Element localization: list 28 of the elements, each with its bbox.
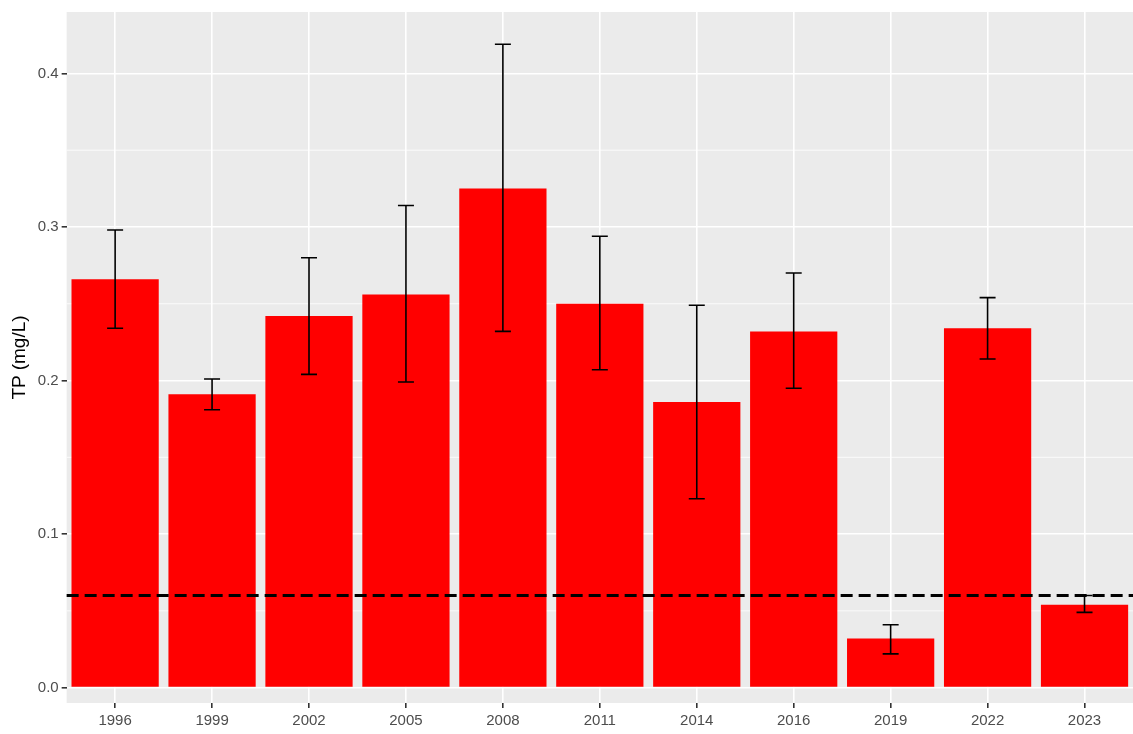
x-tick-label: 1996 — [98, 711, 132, 729]
bar — [362, 294, 450, 687]
x-tick-label: 2016 — [777, 711, 811, 729]
bar — [168, 394, 256, 687]
x-tick-label: 2014 — [680, 711, 714, 729]
x-tick-label: 2019 — [873, 711, 908, 729]
bar — [265, 316, 353, 687]
bar — [1040, 604, 1129, 687]
y-tick-label: 0.3 — [37, 217, 59, 235]
bar — [750, 331, 838, 687]
bar — [943, 328, 1032, 687]
x-tick-label: 2022 — [970, 711, 1005, 729]
y-axis-title: TP (mg/L) — [7, 315, 29, 400]
x-tick-label: 2011 — [583, 711, 616, 729]
bar — [847, 638, 935, 687]
y-tick-label: 0.0 — [37, 677, 59, 695]
x-tick-label: 2005 — [389, 711, 423, 729]
x-tick-label: 2002 — [292, 711, 326, 729]
x-tick-label: 2023 — [1067, 711, 1102, 729]
bar — [653, 402, 741, 687]
x-tick-label: 2008 — [486, 711, 520, 729]
bar — [459, 188, 547, 687]
y-tick-label: 0.1 — [37, 524, 59, 542]
y-tick-label: 0.4 — [37, 63, 59, 81]
x-tick-label: 1999 — [195, 711, 229, 729]
y-tick-label: 0.2 — [37, 370, 59, 388]
bar — [556, 303, 644, 687]
bar — [71, 279, 159, 687]
